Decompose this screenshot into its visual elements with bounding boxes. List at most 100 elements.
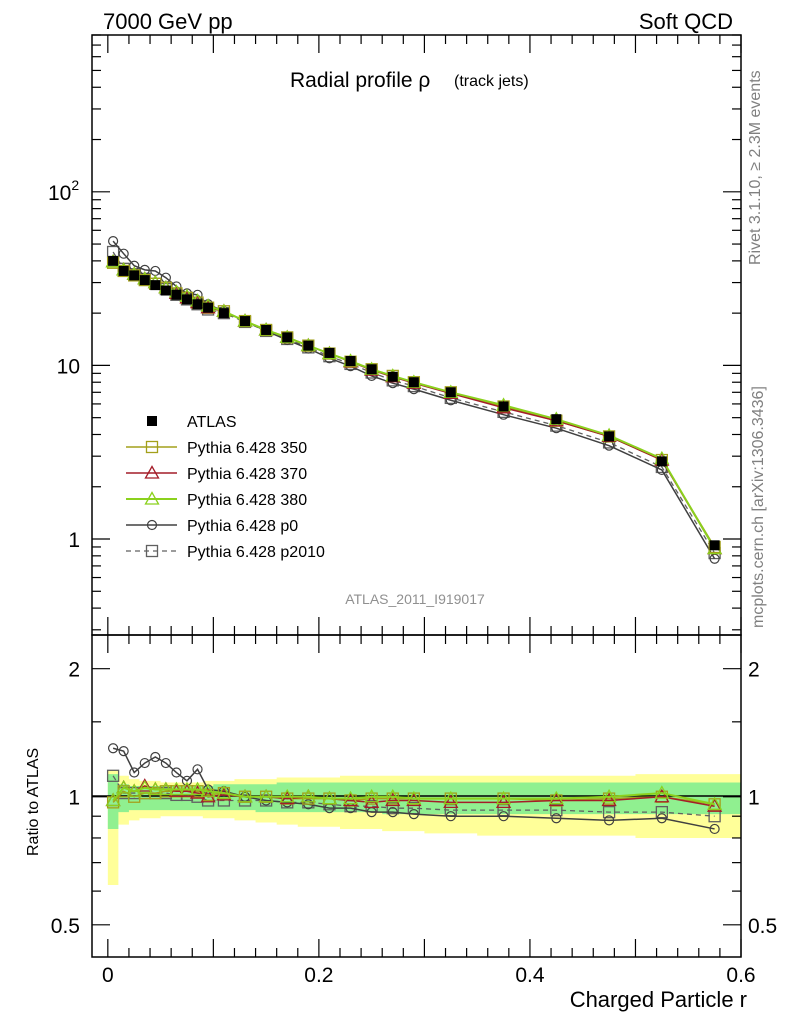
ratio-point-p0 <box>118 746 129 757</box>
point-atlas <box>129 270 140 281</box>
ratio-point-p0 <box>108 743 119 754</box>
y-tick-label: 10 <box>57 355 80 378</box>
point-atlas <box>118 265 129 276</box>
ratio-plot-panel: 0.5 0.5 1 1 2 2 0 0.2 0.4 0.6 Ratio to ATLAS Char… <box>25 634 777 1012</box>
point-atlas <box>160 285 171 296</box>
y-tick-label: 1 <box>68 529 80 552</box>
point-atlas <box>408 377 419 388</box>
legend-label: Pythia 6.428 350 <box>187 440 307 457</box>
series-p2010 <box>106 245 721 560</box>
point-atlas <box>282 332 293 343</box>
legend-marker <box>145 440 159 454</box>
ratio-point-p0 <box>709 823 720 835</box>
ratio-point-p350 <box>106 796 120 809</box>
ratio-point-p0 <box>498 811 509 822</box>
header-category-label: Soft QCD <box>639 9 733 34</box>
ratio-point-p380 <box>321 790 338 805</box>
series-p0 <box>108 235 720 564</box>
legend-marker <box>144 491 160 505</box>
ratio-y-tick-label-left: 0.5 <box>51 915 80 938</box>
ratio-point-p380 <box>126 783 142 797</box>
main-axis-ticks: 1 10 102 <box>48 34 742 635</box>
ratio-point-p370 <box>495 794 512 809</box>
legend-label: Pythia 6.428 p2010 <box>187 544 325 561</box>
ratio-point-p370 <box>385 792 401 807</box>
mcplots-reference-label: mcplots.cern.ch [arXiv:1306.3436] <box>750 386 767 628</box>
ratio-point-p0 <box>171 767 182 778</box>
point-atlas <box>171 289 182 300</box>
header-energy-label: 7000 GeV pp <box>103 9 233 34</box>
ratio-point-p380 <box>364 788 380 803</box>
rivet-version-label: Rivet 3.1.10, ≥ 2.3M events <box>747 70 764 265</box>
point-atlas <box>604 431 615 442</box>
legend-label: Pythia 6.428 p0 <box>187 518 298 535</box>
point-atlas <box>387 371 398 382</box>
ratio-point-p0 <box>139 757 150 769</box>
ratio-point-p370 <box>548 792 564 807</box>
ratio-y-tick-label-right: 0.5 <box>748 915 777 938</box>
ratio-point-p380 <box>200 783 216 797</box>
ratio-point-p380 <box>654 785 670 799</box>
ratio-point-p380 <box>147 781 163 796</box>
ratio-point-p0 <box>445 811 456 822</box>
ratio-point-p380 <box>237 788 253 803</box>
legend-marker <box>146 519 158 531</box>
ratio-point-p0 <box>160 757 171 769</box>
point-atlas <box>498 401 509 412</box>
ratio-point-p380 <box>601 788 617 803</box>
legend-item-atlas: ATLAS <box>147 414 237 431</box>
legend-item-p2010: Pythia 6.428 p2010 <box>126 544 325 561</box>
ratio-point-p380 <box>179 781 195 796</box>
ratio-point-p370 <box>601 792 617 807</box>
ratio-point-p380 <box>406 790 422 805</box>
point-atlas <box>345 356 356 367</box>
ratio-point-p370 <box>279 790 295 805</box>
point-atlas <box>709 540 720 551</box>
legend-label: Pythia 6.428 380 <box>187 492 307 509</box>
legend-item-p0: Pythia 6.428 p0 <box>126 518 298 535</box>
plot-title: Radial profile ρ <box>290 69 430 92</box>
ratio-point-p2010 <box>386 802 399 815</box>
ratio-point-p370 <box>654 788 670 803</box>
ratio-series-group <box>105 743 723 835</box>
ratio-y-axis-label: Ratio to ATLAS <box>25 748 42 856</box>
ratio-point-p380 <box>116 779 132 794</box>
point-atlas <box>656 456 667 467</box>
ratio-y-tick-label-right: 2 <box>748 659 760 682</box>
ratio-y-tick-label-left: 1 <box>68 787 80 810</box>
ratio-point-p0 <box>551 813 562 824</box>
ratio-point-p370 <box>342 792 359 807</box>
point-atlas <box>108 255 119 266</box>
ratio-point-p370 <box>189 785 206 799</box>
ratio-point-p380 <box>189 781 206 796</box>
legend-marker <box>145 544 159 558</box>
x-tick-label: 0.6 <box>726 964 755 987</box>
ratio-point-p380 <box>300 788 316 803</box>
legend-item-p370: Pythia 6.428 370 <box>126 465 307 483</box>
ratio-point-p350 <box>365 792 378 805</box>
ratio-point-p0 <box>129 767 140 778</box>
x-tick-label: 0.2 <box>304 964 333 987</box>
ratio-point-p370 <box>443 794 459 809</box>
ratio-line-p0 <box>112 747 715 830</box>
ratio-point-p370 <box>137 778 153 792</box>
y-tick-label: 102 <box>48 177 79 205</box>
ratio-point-p380 <box>158 781 174 796</box>
point-atlas <box>261 324 272 335</box>
ratio-axis-ticks: 0.5 0.5 1 1 2 2 0 0.2 0.4 0.6 <box>51 635 777 987</box>
point-atlas <box>324 347 335 358</box>
legend: ATLAS Pythia 6.428 350 Pythia 6.428 370 Pyt… <box>126 414 325 561</box>
point-atlas <box>445 387 456 398</box>
point-atlas <box>139 275 150 286</box>
ratio-point-p370 <box>179 783 195 797</box>
ratio-point-p370 <box>168 783 185 797</box>
ratio-point-p370 <box>707 798 723 812</box>
ratio-y-tick-label-left: 2 <box>68 659 80 682</box>
ratio-point-p0 <box>150 751 161 763</box>
point-atlas <box>192 299 203 310</box>
ratio-point-p2010 <box>550 803 563 817</box>
ratio-point-p380 <box>495 790 512 805</box>
ratio-point-p380 <box>258 788 274 803</box>
point-atlas <box>181 294 192 305</box>
